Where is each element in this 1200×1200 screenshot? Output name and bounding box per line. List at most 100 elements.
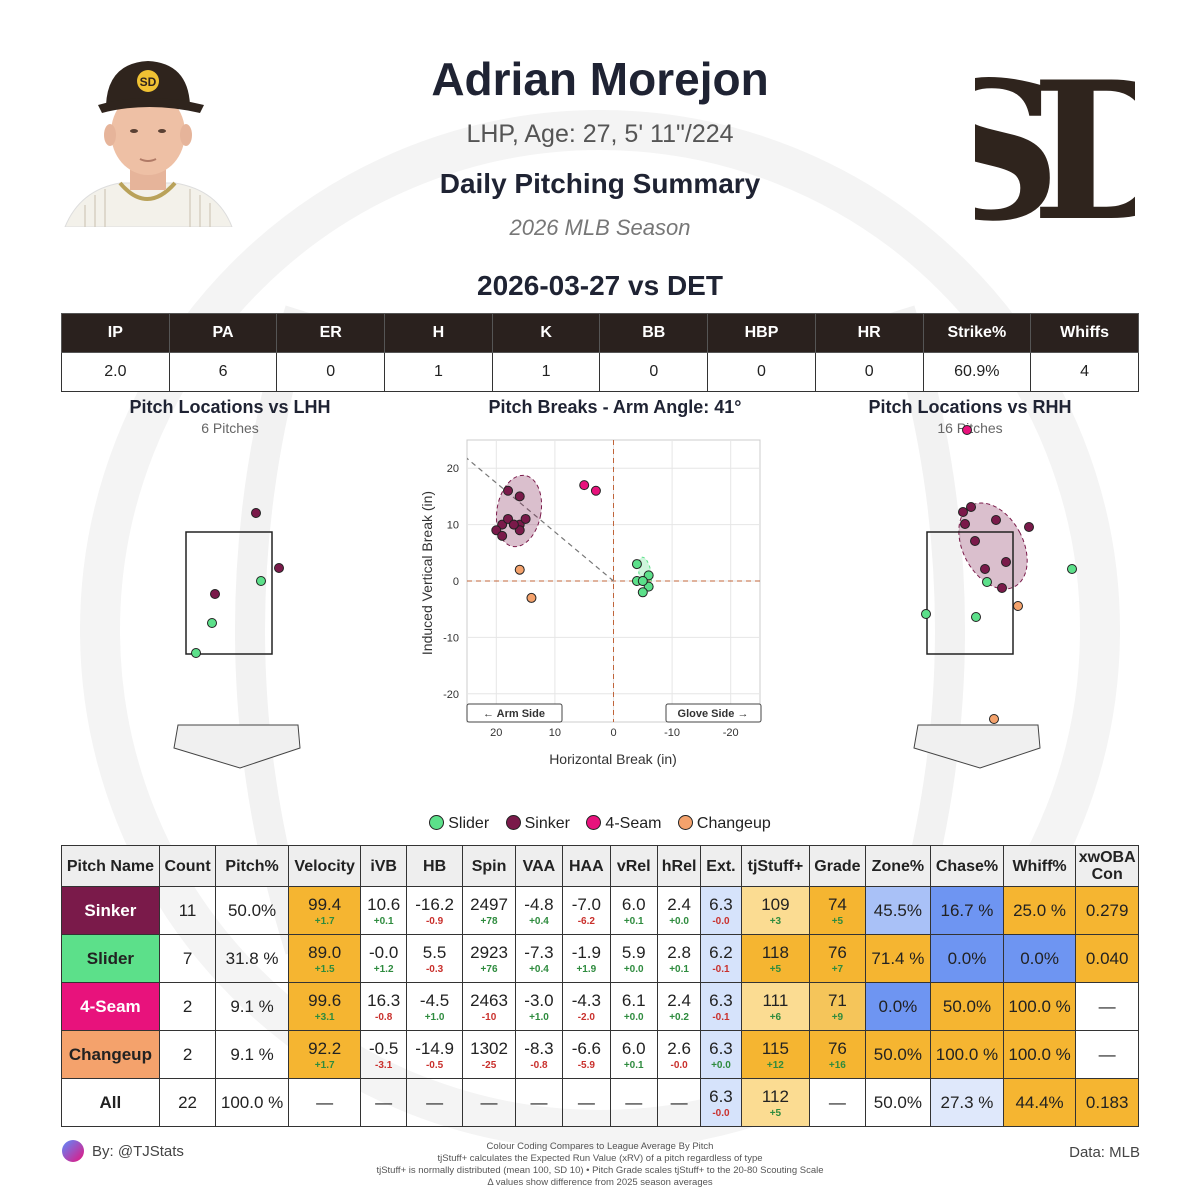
cell-value: 92.2 (308, 1038, 342, 1058)
cell-pct: 50.0% (215, 886, 289, 935)
cell-count: 11 (158, 886, 217, 935)
break-point-sinker (508, 519, 519, 530)
cell-vrel: 6.0 +0.1 (609, 886, 658, 935)
cell-value: 16.3 (367, 990, 401, 1010)
x-tick-label: -20 (723, 727, 739, 739)
cell-delta: -0.8 (530, 1059, 548, 1071)
cell-value: — (316, 1092, 334, 1112)
cell-ivb: -0.0 +1.2 (360, 934, 407, 983)
cell-stuff: 118 +5 (740, 934, 811, 983)
pitch-table-header: Chase% (930, 845, 1004, 887)
cell-delta: +5 (769, 963, 782, 975)
cell-value: 74 (827, 894, 847, 914)
cell-delta: -0.0 (712, 915, 730, 927)
cell-delta: +78 (480, 915, 498, 927)
cell-whiff: 25.0 % (1002, 886, 1077, 935)
x-tick-label: 10 (549, 727, 561, 739)
cell-value: — (375, 1092, 393, 1112)
cell-count: 2 (158, 1030, 217, 1079)
cell-vaa: -7.3 +0.4 (514, 934, 564, 983)
stats-value: 0 (276, 352, 386, 392)
cell-pct: 9.1 % (215, 1030, 289, 1079)
tjstats-logo-icon (62, 1140, 84, 1162)
cell-ivb: — (360, 1078, 407, 1127)
cell-value: 7 (182, 948, 193, 968)
cell-whiff: 100.0 % (1002, 982, 1077, 1031)
cell-delta: +3.1 (314, 1011, 335, 1023)
author-text: By: @TJStats (92, 1143, 184, 1160)
stats-header: BB (599, 313, 709, 353)
cell-value: 50.0% (873, 1044, 922, 1064)
stats-value: 0 (707, 352, 816, 392)
cell-chase: 16.7 % (930, 886, 1004, 935)
legend-dot (586, 815, 602, 830)
cell-value: 0.0% (947, 948, 987, 968)
cell-value: All (99, 1092, 122, 1112)
lhh-panel-title: Pitch Locations vs LHH (129, 397, 331, 417)
break-point-sinker (497, 530, 508, 541)
x-tick-label: 20 (490, 727, 502, 739)
cell-velo: 99.4 +1.7 (287, 886, 362, 935)
cell-vaa: -8.3 -0.8 (514, 1030, 564, 1079)
cell-delta: +1.5 (314, 963, 335, 975)
cell-delta: -0.3 (425, 963, 444, 975)
legend-dot (505, 815, 521, 830)
cell-value: -4.3 (571, 990, 601, 1010)
cell-value: 2.4 (667, 894, 691, 914)
cell-spin: 1302 -25 (462, 1030, 516, 1079)
cell-value: 45.5% (873, 900, 922, 920)
cell-value: — (480, 1092, 498, 1112)
cell-delta: +1.0 (529, 1011, 549, 1023)
cell-value: -16.2 (415, 894, 454, 914)
cell-value: 16.7 % (940, 900, 994, 920)
pitch-dot-slider (207, 618, 217, 628)
cell-delta: +0.1 (669, 963, 689, 975)
cell-hrel: 2.4 +0.2 (656, 982, 702, 1031)
pitch-table-header: hRel (656, 845, 702, 887)
cell-hrel: — (656, 1078, 702, 1127)
cell-delta: -0.8 (375, 1011, 393, 1023)
cell-delta: +3 (769, 915, 782, 927)
cell-value: 0.040 (1085, 948, 1129, 968)
cell-value: 0.0% (1020, 948, 1059, 968)
cell-value: 100.0 % (1008, 996, 1071, 1016)
stats-value: 1 (384, 352, 493, 392)
home-plate (173, 724, 301, 769)
stats-header: ER (276, 313, 386, 353)
break-point-changeup (526, 592, 537, 603)
cell-value: 44.4% (1015, 1092, 1064, 1112)
cell-value: -6.6 (571, 1038, 601, 1058)
stats-value: 6 (168, 352, 278, 392)
cell-hrel: 2.6 -0.0 (656, 1030, 702, 1079)
stats-header: H (384, 313, 493, 353)
y-tick-label: -20 (443, 689, 459, 701)
cell-ext: 6.3 -0.0 (700, 1078, 742, 1127)
cell-xwoba: — (1075, 982, 1139, 1031)
cell-value: 99.4 (308, 894, 342, 914)
cell-value: 71.4 % (871, 948, 925, 968)
cell-value: -3.0 (524, 990, 554, 1010)
player-headshot: SD (60, 55, 235, 227)
cell-whiff: 44.4% (1002, 1078, 1077, 1127)
stats-value: 0 (599, 352, 709, 392)
pitch-break-chart: 20 10 0 -10 -20 20 10 0 -10 -20 ← Arm Side Glove … (419, 439, 762, 767)
cell-value: — (1098, 1044, 1116, 1064)
glove-side-label: Glove Side → (678, 708, 749, 720)
cell-value: 6.0 (621, 894, 646, 914)
cell-xwoba: 0.040 (1075, 934, 1139, 983)
cell-delta: +1.0 (424, 1011, 445, 1023)
pitch-row-all: All 22 100.0 % — — — — — — — —6.3 -0.0 112 +5—50.0% 27… (61, 1078, 1139, 1127)
pitch-dot-slider (1067, 564, 1077, 574)
cell-value: — (625, 1092, 643, 1112)
stats-value: 1 (491, 352, 601, 392)
cell-delta: +0.1 (623, 915, 644, 927)
cell-count: 2 (158, 982, 217, 1031)
pitch-dot-sinker (960, 519, 970, 529)
author-credit: By: @TJStats (62, 1140, 184, 1162)
lhh-pitch-count: 6 Pitches (201, 420, 259, 436)
cell-haa: -4.3 -2.0 (562, 982, 611, 1031)
legend-label: Sinker (524, 815, 570, 832)
cell-pct: 100.0 % (215, 1078, 289, 1127)
cell-stuff: 109 +3 (740, 886, 811, 935)
cell-ext: 6.3 -0.0 (700, 886, 742, 935)
